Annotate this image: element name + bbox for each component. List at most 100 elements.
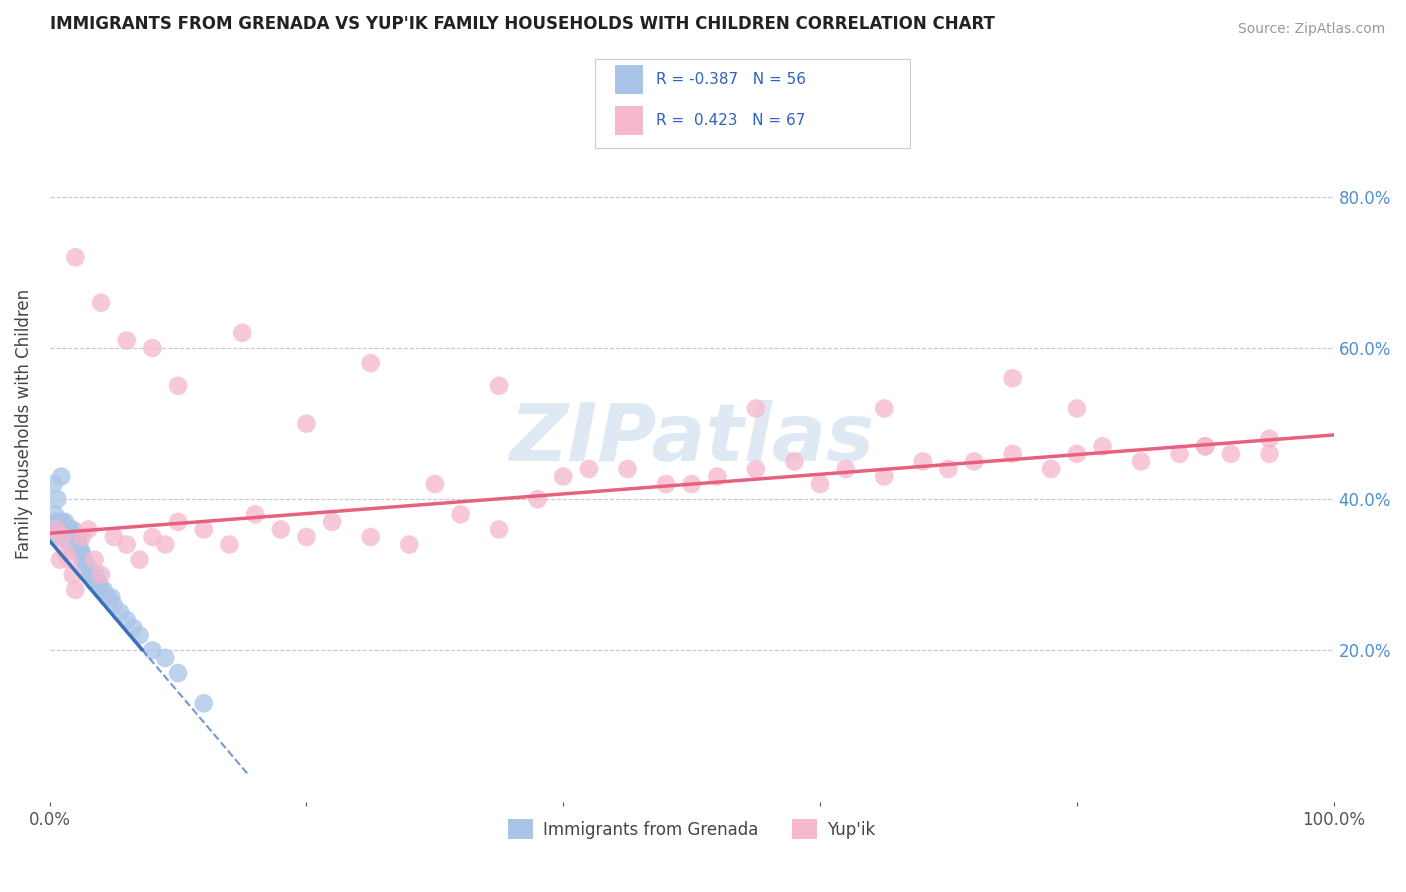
Point xyxy=(1258,447,1281,461)
Point xyxy=(80,567,103,582)
Point xyxy=(488,523,510,537)
Point xyxy=(51,515,73,529)
Point xyxy=(115,613,138,627)
Point xyxy=(243,508,266,522)
Point xyxy=(526,492,548,507)
Point xyxy=(83,552,105,566)
Point xyxy=(167,379,190,393)
Text: Source: ZipAtlas.com: Source: ZipAtlas.com xyxy=(1237,22,1385,37)
Point xyxy=(77,560,100,574)
Point xyxy=(49,523,72,537)
Point xyxy=(808,477,831,491)
Text: R = -0.387   N = 56: R = -0.387 N = 56 xyxy=(655,72,806,87)
Point xyxy=(90,567,112,582)
Point xyxy=(96,591,118,605)
Point xyxy=(65,250,87,264)
Point xyxy=(128,628,150,642)
Point xyxy=(270,523,292,537)
Point xyxy=(90,295,112,310)
Point xyxy=(59,523,82,537)
Point xyxy=(51,469,73,483)
Point xyxy=(745,401,768,416)
Point xyxy=(72,552,94,566)
Point xyxy=(70,545,93,559)
Point xyxy=(46,492,69,507)
Point xyxy=(77,523,100,537)
Text: R =  0.423   N = 67: R = 0.423 N = 67 xyxy=(655,113,806,128)
Point xyxy=(66,537,89,551)
Point xyxy=(360,356,382,370)
Point xyxy=(1040,462,1063,476)
Point xyxy=(616,462,638,476)
FancyBboxPatch shape xyxy=(614,65,643,94)
Point xyxy=(193,523,215,537)
Point xyxy=(75,560,97,574)
Point xyxy=(1219,447,1241,461)
Point xyxy=(1168,447,1191,461)
Point xyxy=(295,530,318,544)
Point xyxy=(49,552,72,566)
Point xyxy=(87,575,110,590)
Point xyxy=(49,515,72,529)
Point xyxy=(62,567,84,582)
Point xyxy=(53,515,76,529)
Point xyxy=(360,530,382,544)
Point xyxy=(578,462,600,476)
Point xyxy=(51,530,73,544)
Point xyxy=(93,582,115,597)
Point xyxy=(65,537,87,551)
Point xyxy=(66,545,89,559)
Point xyxy=(141,341,163,355)
Point xyxy=(706,469,728,483)
FancyBboxPatch shape xyxy=(614,106,643,135)
Point xyxy=(55,523,77,537)
Point xyxy=(122,621,145,635)
Point xyxy=(128,552,150,566)
Point xyxy=(45,523,67,537)
Point xyxy=(59,537,82,551)
Point xyxy=(155,651,177,665)
Point xyxy=(84,567,107,582)
Point xyxy=(63,530,86,544)
Point xyxy=(58,552,80,566)
Point xyxy=(53,545,76,559)
Point xyxy=(51,523,73,537)
Point xyxy=(488,379,510,393)
Point xyxy=(103,598,125,612)
Point xyxy=(553,469,575,483)
Point xyxy=(783,454,806,468)
Y-axis label: Family Households with Children: Family Households with Children xyxy=(15,288,32,558)
Point xyxy=(321,515,343,529)
Point xyxy=(141,530,163,544)
Point xyxy=(423,477,446,491)
Point xyxy=(450,508,472,522)
Point xyxy=(100,591,122,605)
Point xyxy=(398,537,420,551)
Point xyxy=(55,530,77,544)
Point xyxy=(62,537,84,551)
Point xyxy=(1194,439,1216,453)
Point xyxy=(56,530,79,544)
Point xyxy=(73,552,96,566)
Point xyxy=(51,530,73,544)
Point xyxy=(70,530,93,544)
Point xyxy=(115,334,138,348)
Point xyxy=(1130,454,1153,468)
Point xyxy=(62,523,84,537)
Point xyxy=(48,523,70,537)
Point xyxy=(67,537,90,551)
Point xyxy=(911,454,934,468)
FancyBboxPatch shape xyxy=(595,59,910,148)
Point xyxy=(295,417,318,431)
Point xyxy=(45,530,67,544)
Point xyxy=(58,530,80,544)
Point xyxy=(231,326,253,340)
Point xyxy=(90,582,112,597)
Point xyxy=(44,508,66,522)
Point xyxy=(218,537,240,551)
Text: ZIPatlas: ZIPatlas xyxy=(509,400,875,478)
Point xyxy=(873,469,896,483)
Point xyxy=(69,545,91,559)
Point xyxy=(66,530,89,544)
Point xyxy=(83,575,105,590)
